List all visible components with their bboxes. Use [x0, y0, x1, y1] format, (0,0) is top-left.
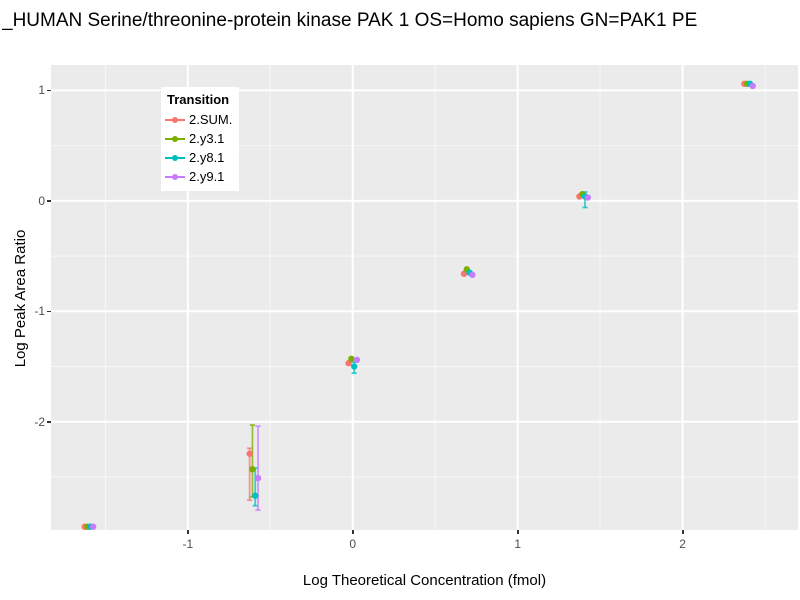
plot-area: [51, 65, 798, 530]
legend-entry-2.SUM.: 2.SUM.: [165, 110, 235, 129]
y-tick-label: 1: [38, 83, 45, 98]
legend-key-pointrange-icon: [165, 132, 187, 146]
data-point-2.SUM.: [246, 450, 253, 457]
legend-key-pointrange-icon: [165, 170, 187, 184]
x-tick-label: 1: [514, 537, 521, 551]
legend-key-dot: [172, 173, 178, 180]
chart-title: _HUMAN Serine/threonine-protein kinase P…: [2, 10, 698, 31]
legend-entry-2.y8.1: 2.y8.1: [165, 148, 235, 167]
data-point-2.y8.1: [350, 363, 358, 370]
data-point-2.y3.1: [249, 466, 256, 473]
data-point-2.y9.1: [254, 474, 262, 482]
legend-label: 2.y9.1: [189, 169, 225, 184]
legend-key-dot: [172, 116, 178, 123]
y-tick-mark: [47, 421, 51, 423]
legend-key-pointrange-icon: [165, 151, 187, 165]
data-point-2.y9.1: [469, 271, 476, 279]
y-tick-label: -2: [34, 414, 45, 429]
x-axis-title: Log Theoretical Concentration (fmol): [302, 572, 547, 589]
legend-entry-2.y9.1: 2.y9.1: [165, 167, 235, 186]
legend-entry-2.y3.1: 2.y3.1: [165, 129, 235, 148]
data-point-2.y9.1: [353, 356, 361, 364]
y-axis-title: Log Peak Area Ratio: [12, 229, 29, 368]
x-tick-label: 2: [679, 537, 686, 551]
data-point-2.y9.1: [584, 194, 592, 201]
x-tick-mark: [682, 530, 684, 534]
x-tick-label: 0: [349, 537, 357, 551]
x-tick-mark: [517, 530, 519, 534]
x-tick-mark: [187, 530, 189, 534]
legend-label: 2.y3.1: [189, 131, 225, 146]
x-tick-mark: [352, 530, 354, 534]
data-point-2.y9.1: [749, 82, 756, 90]
y-tick-mark: [47, 89, 51, 92]
y-tick-label: 0: [38, 193, 45, 208]
data-point-2.y8.1: [252, 492, 259, 499]
legend-entries: 2.SUM. 2.y3.1 2.y8.1 2.y9.1: [165, 110, 235, 186]
y-tick-mark: [47, 200, 51, 202]
legend-key-pointrange-icon: [165, 113, 187, 127]
legend-label: 2.y8.1: [189, 150, 225, 165]
legend-label: 2.SUM.: [189, 112, 233, 127]
legend-key-dot: [172, 135, 178, 142]
data-point-2.y9.1: [89, 523, 97, 530]
y-tick-mark: [47, 310, 51, 313]
legend-title: Transition: [167, 92, 230, 107]
legend-key-dot: [172, 154, 178, 161]
y-tick-label: -1: [34, 304, 45, 319]
data-point-2.y3.1: [348, 355, 355, 363]
legend: Transition 2.SUM. 2.y3.1 2.y8.1 2.y9.1: [161, 87, 239, 191]
x-tick-label: -1: [182, 537, 194, 551]
